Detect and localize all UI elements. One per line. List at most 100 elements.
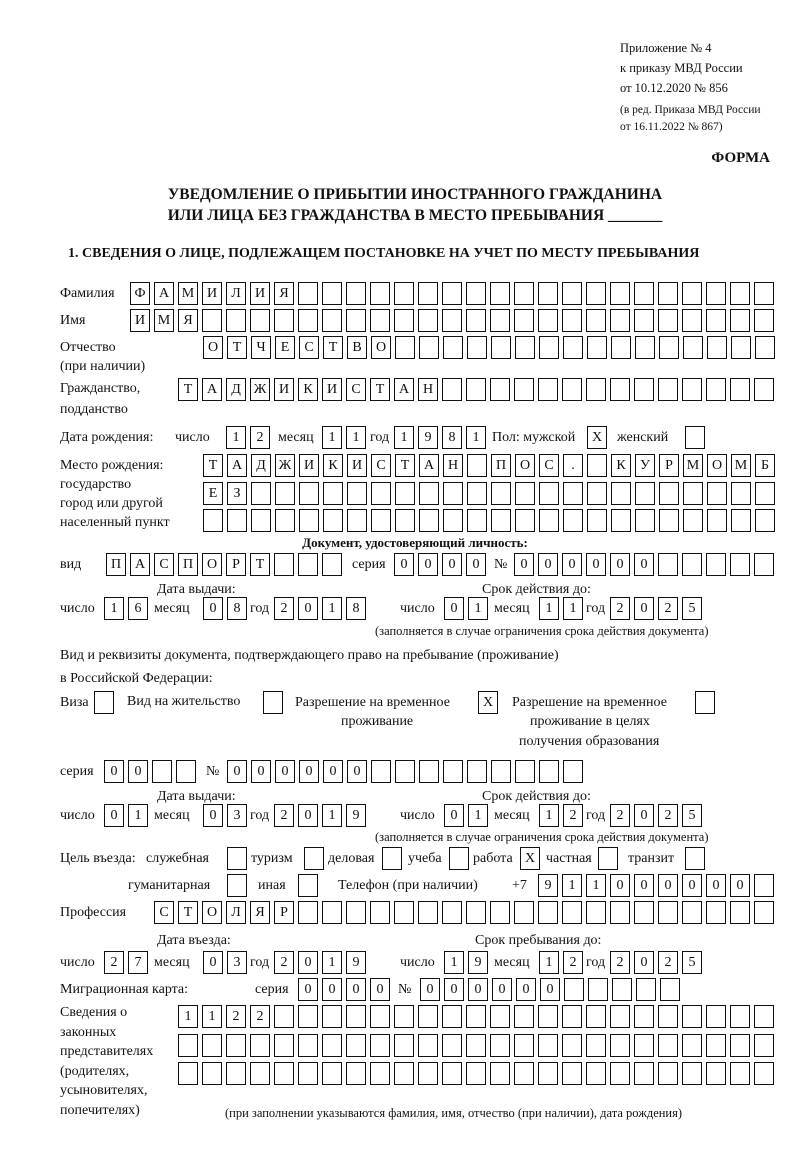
char-box[interactable]: М: [178, 282, 198, 305]
purpose-option-checkbox[interactable]: [382, 847, 402, 870]
char-box[interactable]: 0: [634, 804, 654, 827]
char-box[interactable]: [611, 336, 631, 359]
char-box[interactable]: [299, 509, 319, 532]
char-box[interactable]: [598, 847, 618, 870]
residence-checkbox[interactable]: [263, 691, 283, 714]
char-box[interactable]: 0: [562, 553, 582, 576]
char-box[interactable]: [731, 509, 751, 532]
char-box[interactable]: [178, 1034, 198, 1057]
char-box[interactable]: 6: [128, 597, 148, 620]
char-box[interactable]: [466, 378, 486, 401]
char-box[interactable]: [394, 1062, 414, 1085]
char-box[interactable]: [274, 1005, 294, 1028]
char-box[interactable]: 0: [203, 951, 223, 974]
char-box[interactable]: О: [202, 901, 222, 924]
char-box[interactable]: 1: [444, 951, 464, 974]
purpose-option-checkbox[interactable]: [298, 874, 318, 897]
char-box[interactable]: [538, 1005, 558, 1028]
char-box[interactable]: [706, 901, 726, 924]
char-box[interactable]: [419, 336, 439, 359]
char-box[interactable]: [370, 1005, 390, 1028]
char-box[interactable]: [538, 1062, 558, 1085]
char-box[interactable]: [202, 1034, 222, 1057]
trp-checkbox[interactable]: X: [478, 691, 498, 714]
char-box[interactable]: М: [154, 309, 174, 332]
char-box[interactable]: К: [611, 454, 631, 477]
char-box[interactable]: 8: [346, 597, 366, 620]
char-box[interactable]: [754, 309, 774, 332]
char-box[interactable]: 9: [468, 951, 488, 974]
char-box[interactable]: [466, 1005, 486, 1028]
char-box[interactable]: [682, 1005, 702, 1028]
char-box[interactable]: 9: [418, 426, 438, 449]
char-box[interactable]: [658, 1005, 678, 1028]
char-box[interactable]: Я: [178, 309, 198, 332]
char-box[interactable]: [610, 1005, 630, 1028]
char-box[interactable]: [658, 1034, 678, 1057]
char-box[interactable]: 1: [563, 597, 583, 620]
char-box[interactable]: Т: [250, 553, 270, 576]
char-box[interactable]: [176, 760, 196, 783]
char-box[interactable]: [442, 1005, 462, 1028]
char-box[interactable]: [419, 509, 439, 532]
char-box[interactable]: [634, 901, 654, 924]
char-box[interactable]: [706, 378, 726, 401]
char-box[interactable]: [538, 282, 558, 305]
char-box[interactable]: [298, 1005, 318, 1028]
char-box[interactable]: 0: [298, 597, 318, 620]
char-box[interactable]: 0: [610, 874, 630, 897]
char-box[interactable]: 0: [420, 978, 440, 1001]
char-box[interactable]: [370, 1062, 390, 1085]
char-box[interactable]: [466, 901, 486, 924]
char-box[interactable]: 9: [346, 804, 366, 827]
char-box[interactable]: [322, 282, 342, 305]
char-box[interactable]: [419, 482, 439, 505]
char-box[interactable]: Е: [275, 336, 295, 359]
char-box[interactable]: 0: [347, 760, 367, 783]
char-box[interactable]: [754, 1034, 774, 1057]
purpose-option-checkbox[interactable]: X: [520, 847, 540, 870]
char-box[interactable]: [274, 309, 294, 332]
char-box[interactable]: [442, 901, 462, 924]
char-box[interactable]: 1: [226, 426, 246, 449]
char-box[interactable]: [346, 901, 366, 924]
char-box[interactable]: [706, 1005, 726, 1028]
char-box[interactable]: 0: [706, 874, 726, 897]
char-box[interactable]: [587, 482, 607, 505]
char-box[interactable]: [658, 1062, 678, 1085]
char-box[interactable]: [227, 509, 247, 532]
char-box[interactable]: К: [323, 454, 343, 477]
char-box[interactable]: [382, 847, 402, 870]
char-box[interactable]: [682, 553, 702, 576]
char-box[interactable]: [730, 1062, 750, 1085]
char-box[interactable]: [685, 847, 705, 870]
char-box[interactable]: [443, 482, 463, 505]
char-box[interactable]: Т: [370, 378, 390, 401]
char-box[interactable]: А: [419, 454, 439, 477]
char-box[interactable]: И: [274, 378, 294, 401]
char-box[interactable]: [514, 282, 534, 305]
char-box[interactable]: [562, 282, 582, 305]
purpose-option-checkbox[interactable]: [685, 847, 705, 870]
char-box[interactable]: [685, 426, 705, 449]
char-box[interactable]: [610, 309, 630, 332]
char-box[interactable]: [514, 378, 534, 401]
char-box[interactable]: 8: [227, 597, 247, 620]
char-box[interactable]: [298, 1034, 318, 1057]
char-box[interactable]: 2: [658, 951, 678, 974]
char-box[interactable]: [490, 1034, 510, 1057]
char-box[interactable]: [538, 378, 558, 401]
char-box[interactable]: [634, 1062, 654, 1085]
char-box[interactable]: [346, 282, 366, 305]
char-box[interactable]: И: [299, 454, 319, 477]
char-box[interactable]: 1: [322, 951, 342, 974]
char-box[interactable]: [755, 509, 775, 532]
char-box[interactable]: 2: [658, 804, 678, 827]
char-box[interactable]: С: [154, 553, 174, 576]
char-box[interactable]: [755, 482, 775, 505]
